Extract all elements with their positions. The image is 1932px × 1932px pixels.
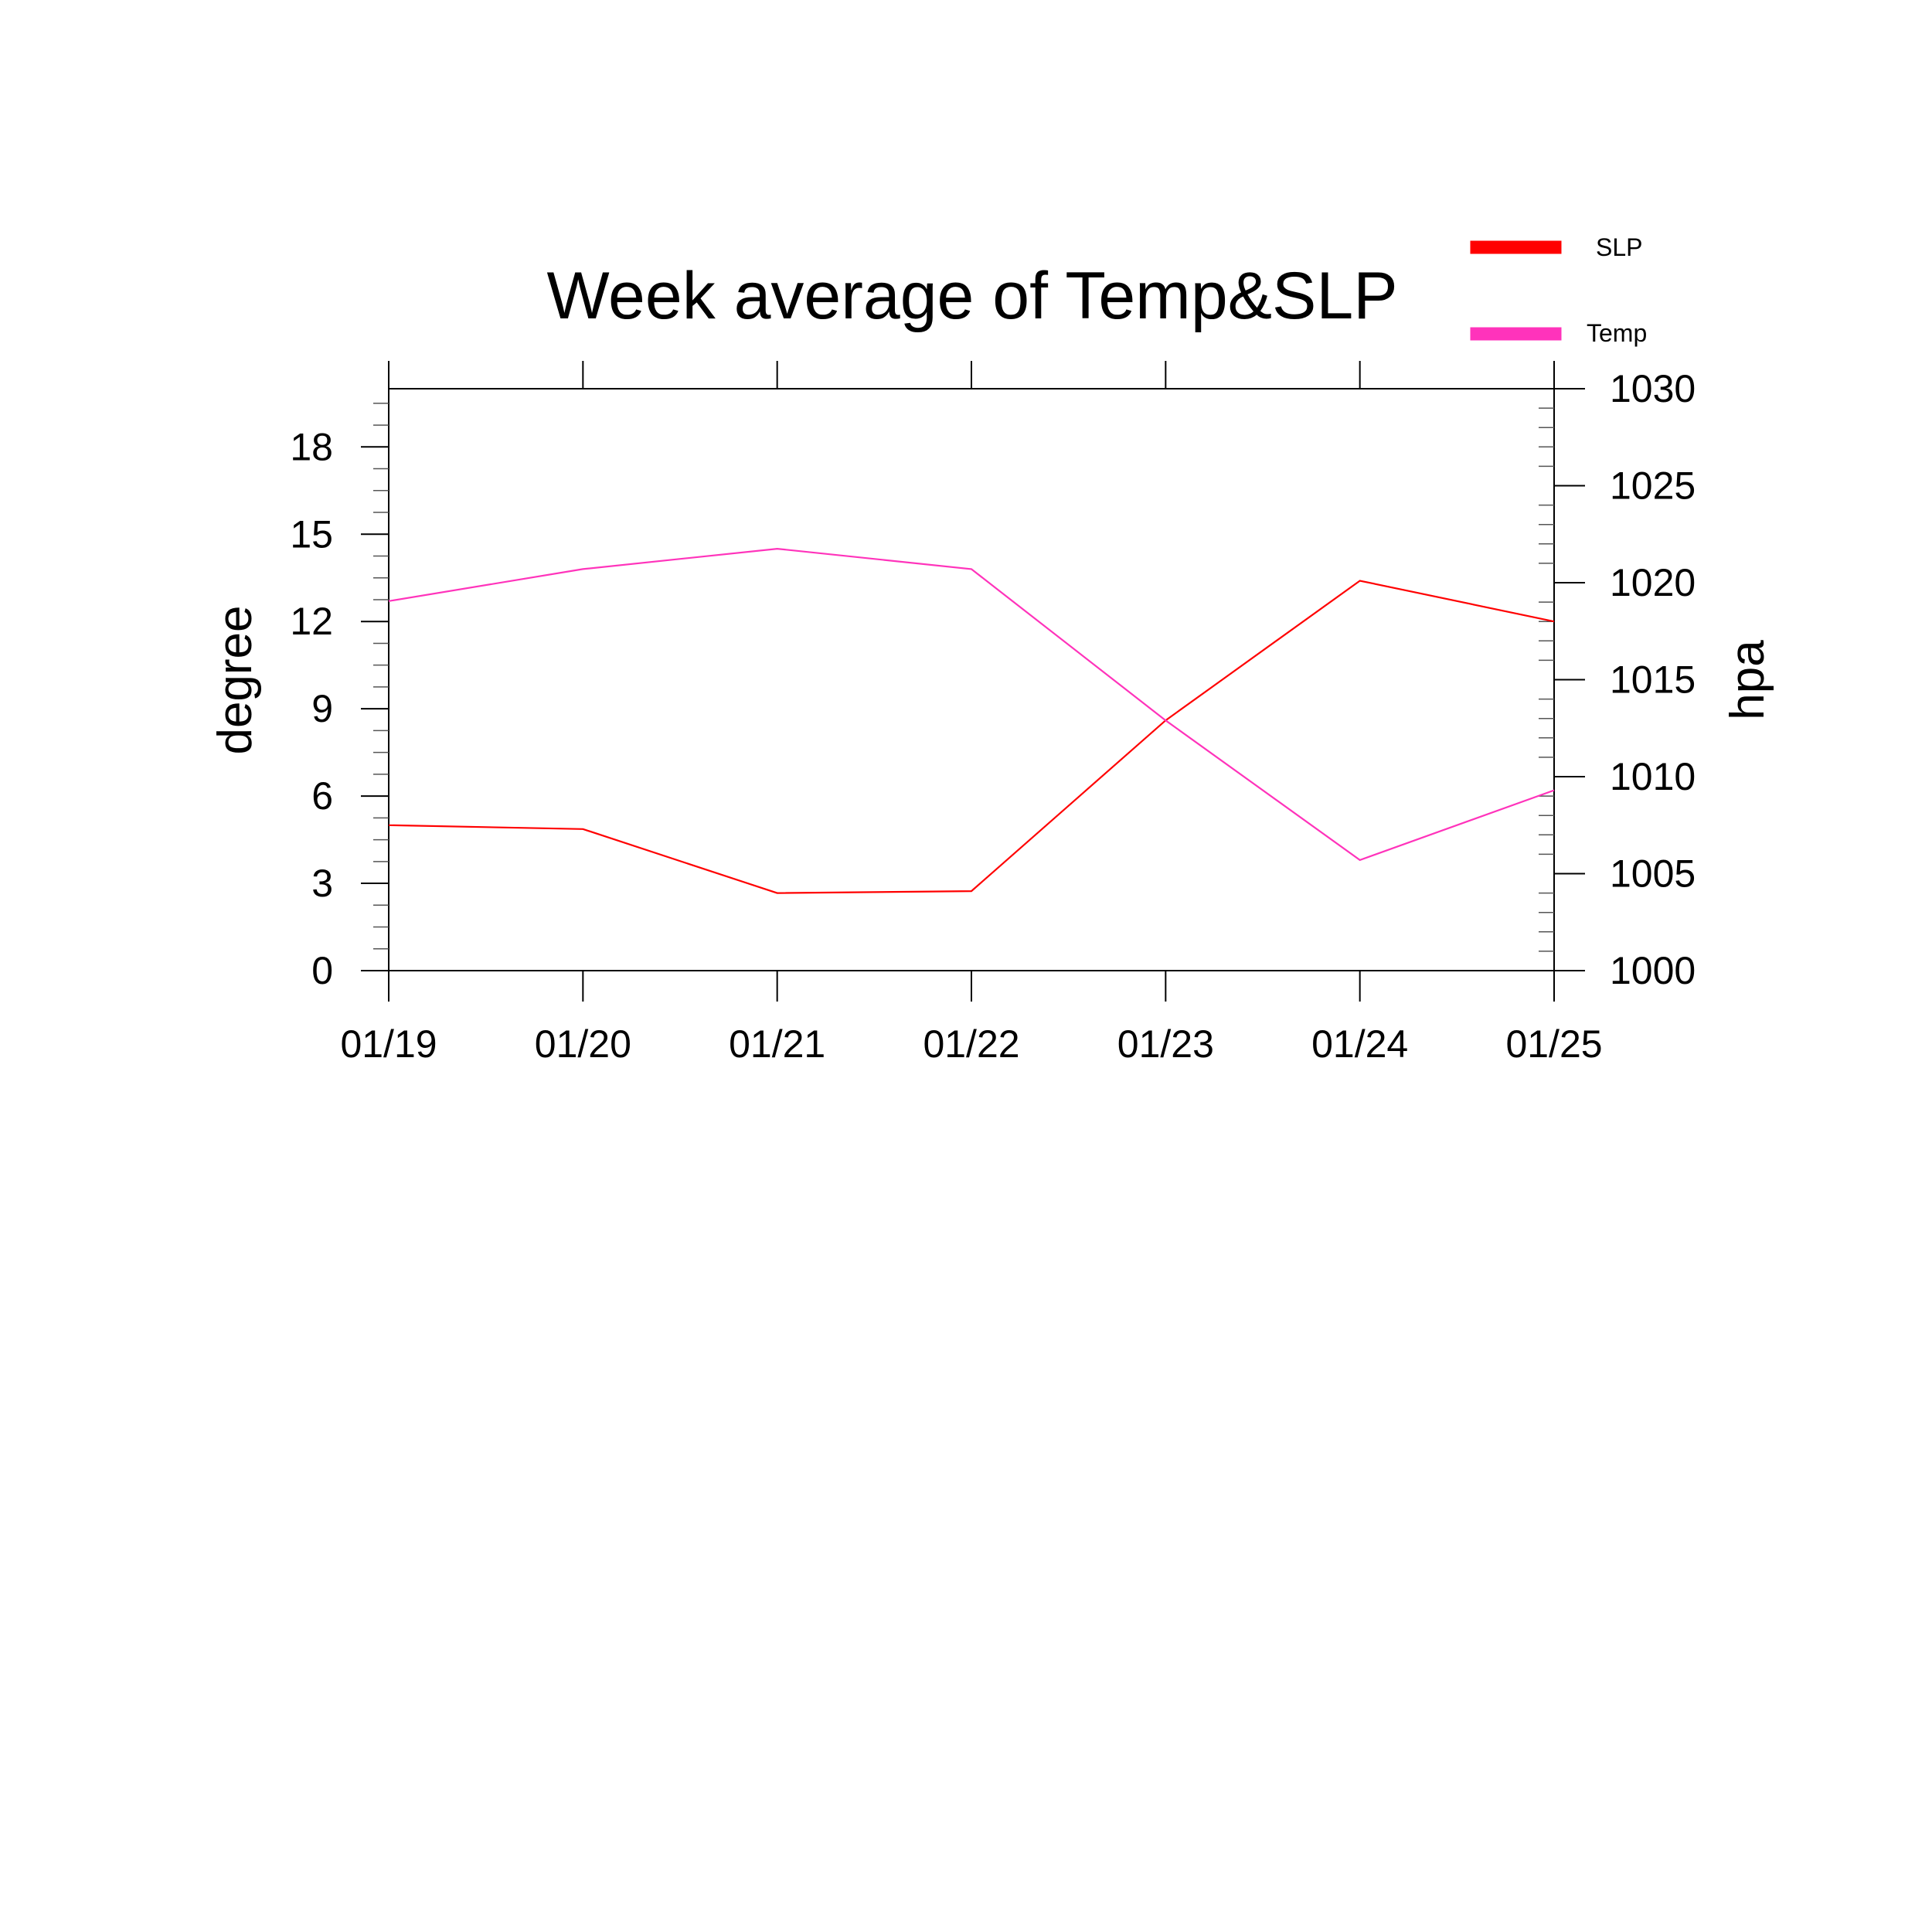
x-tick-label: 01/20 <box>535 1022 631 1066</box>
left-y-axis: 0 3 6 9 12 15 18 <box>290 403 389 992</box>
legend-swatch-slp <box>1470 240 1562 254</box>
right-tick-label: 1015 <box>1610 658 1696 702</box>
legend-swatch-temp <box>1470 327 1562 341</box>
right-tick-label: 1020 <box>1610 561 1696 604</box>
x-tick-label: 01/25 <box>1505 1022 1602 1066</box>
right-axis-title: hpa <box>1721 640 1774 720</box>
series-line-temp <box>388 547 1555 862</box>
x-tick-label: 01/24 <box>1311 1022 1408 1066</box>
left-tick-label: 12 <box>290 600 333 643</box>
x-tick-label: 01/21 <box>729 1022 825 1066</box>
right-y-axis: 1000 1005 1010 1015 1020 1025 1030 <box>1539 367 1696 992</box>
left-tick-label: 15 <box>290 512 333 556</box>
series-line-slp <box>388 580 1555 894</box>
legend: SLP Temp <box>1470 233 1647 347</box>
x-tick-label: 01/22 <box>923 1022 1019 1066</box>
right-tick-label: 1005 <box>1610 852 1696 896</box>
left-tick-label: 6 <box>311 774 333 818</box>
left-tick-label: 3 <box>311 862 333 905</box>
x-tick-label: 01/19 <box>340 1022 437 1066</box>
right-tick-label: 1030 <box>1610 367 1696 410</box>
right-tick-label: 1025 <box>1610 464 1696 508</box>
right-tick-label: 1010 <box>1610 755 1696 798</box>
left-tick-label: 0 <box>311 949 333 992</box>
left-tick-label: 9 <box>311 687 333 730</box>
right-tick-label: 1000 <box>1610 949 1696 992</box>
series-layer <box>388 547 1555 894</box>
legend-label-temp: Temp <box>1587 319 1647 347</box>
x-tick-label: 01/23 <box>1117 1022 1214 1066</box>
chart-title: Week average of Temp&SLP <box>546 259 1397 333</box>
left-tick-label: 18 <box>290 425 333 468</box>
x-axis: 01/19 01/20 01/21 01/22 01/23 01/24 01/25 <box>340 361 1603 1066</box>
legend-label-slp: SLP <box>1596 233 1642 261</box>
left-axis-title: degree <box>209 605 262 754</box>
